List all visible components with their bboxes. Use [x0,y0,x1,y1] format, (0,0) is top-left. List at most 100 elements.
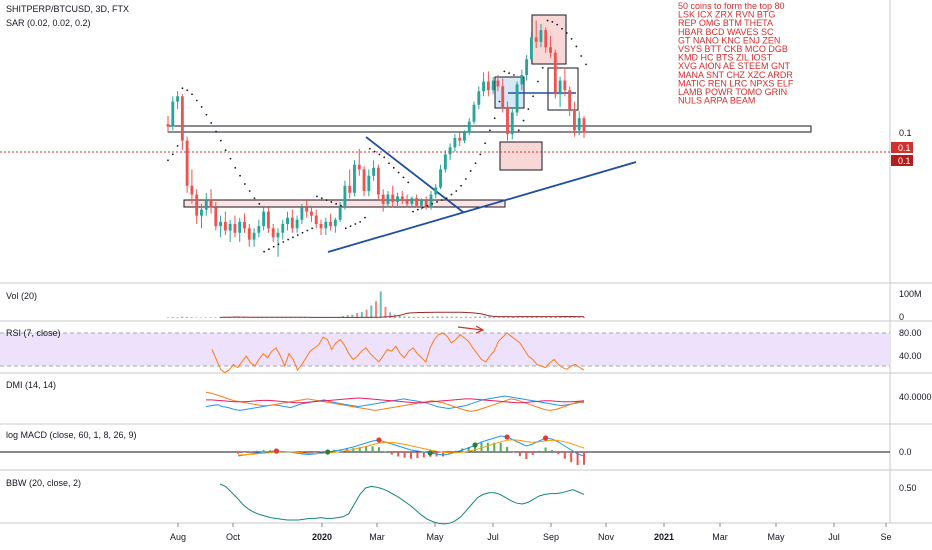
sar-dot [258,202,261,205]
candle-body [515,84,519,113]
macd-histogram-bar [371,446,374,452]
macd-histogram-bar [384,451,387,453]
candle-body [400,196,404,201]
macd-histogram-bar [358,447,361,452]
price-badge-bottom: 0.1 [898,156,911,166]
volume-bar [464,316,467,318]
volume-bar [237,317,240,318]
candle-body [266,211,270,229]
sar-dot [575,45,578,48]
volume-bar [493,316,496,318]
volume-bar [450,316,453,318]
volume-tick-zero: 0 [899,312,904,322]
macd-histogram-bar [576,452,579,466]
macd-histogram-bar [557,452,560,455]
volume-bar [535,316,538,318]
candle-body [443,154,447,170]
sar-dot [306,229,309,232]
sar-dot [229,157,232,160]
candle-body [223,221,227,231]
sar-dot [388,162,390,165]
candle-body [424,200,428,208]
signal-line [237,439,585,456]
macd-histogram-bar [583,452,585,465]
candle-body [329,221,333,227]
sar-dot [368,147,371,150]
sar-dot [570,37,573,40]
volume-bar [365,309,368,318]
candle-body [381,194,385,204]
sar-dot [517,129,520,132]
candle-body [448,147,452,155]
sar-dot [272,245,275,248]
candle-body [338,205,342,220]
volume-bar [242,317,245,318]
sar-dot [537,80,539,83]
sar-dot [195,99,198,102]
volume-bar [398,315,401,318]
macd-lines [237,434,585,466]
time-tick-label: 2021 [654,532,674,542]
volume-bar [483,316,486,318]
candle-body [582,118,586,133]
macd-histogram-bar [486,442,489,452]
candle-body [233,223,237,233]
volume-bar [346,315,349,318]
ascending-trendline [327,161,637,253]
macd-histogram-bar [365,446,368,452]
candle-body [544,30,548,48]
adx-line [206,397,585,404]
sar-dot [340,204,342,207]
volume-bar [460,316,463,318]
time-axis: Aug Oct 2020 Mar May Jul Sep Nov 2021 Mar May Jul Se [170,523,892,542]
candle-body [209,200,213,208]
candle-body [238,221,242,233]
dmi-lines [205,391,585,412]
sar-dot [493,117,496,120]
candle-body [243,221,246,229]
volume-bar [247,317,250,318]
candle-body [252,232,256,240]
bbw-series [219,483,585,525]
rsi-tick-40: 40.00 [899,351,922,361]
volume-bar [360,311,363,318]
sar-dot [181,87,184,90]
volume-bar [233,317,236,318]
macd-histogram-bar [442,452,445,457]
sar-dot [344,227,347,230]
candle-body [486,81,490,91]
candle-body [510,112,514,135]
candle-body [472,104,476,122]
sar-dot [440,199,443,201]
sar-dot [397,171,400,174]
candle-body [185,140,189,186]
sar-dot [546,19,549,22]
sar-dot [460,184,462,187]
sar-dot [455,190,458,192]
time-tick-label: Mar [712,532,728,542]
sar-dot [513,74,515,76]
candle-body [458,137,462,141]
candle-body [200,209,203,216]
sar-dot [431,202,434,205]
candle-body [257,226,261,233]
sar-dot [239,174,241,177]
time-tick-label: May [767,532,785,542]
candle-body [429,194,433,208]
candle-body [563,80,567,91]
sar-dot [412,210,414,213]
sar-dot [561,27,563,30]
rsi-arrow-head [475,325,485,334]
sar-dot [224,149,227,152]
candle-body [501,86,505,107]
price-badge-top-bg [891,142,913,153]
sar-dot [186,89,189,92]
price-candles [166,20,586,257]
candle-body [568,90,572,110]
macd-histogram-bar [506,446,509,452]
pane-separators [0,0,932,524]
macd-histogram-bar [525,452,528,460]
macd-histogram-bar [410,452,412,459]
